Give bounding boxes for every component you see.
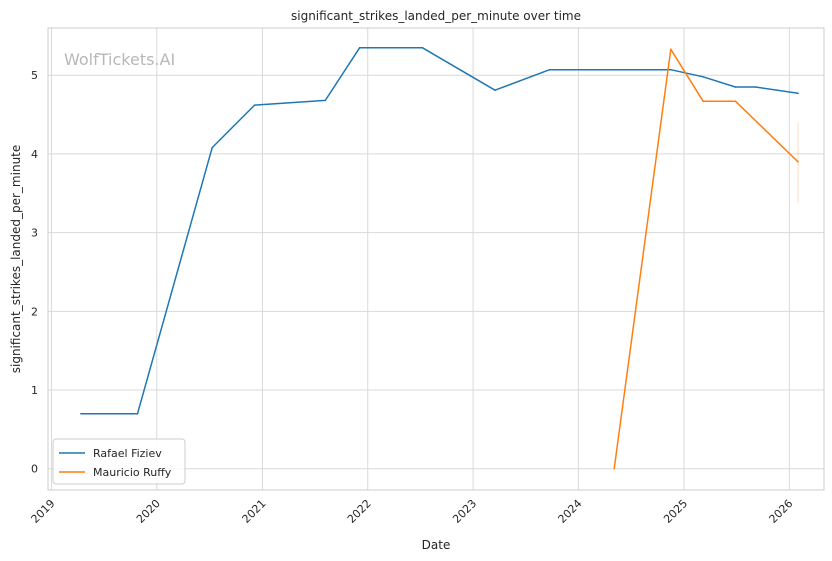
data-point (136, 412, 139, 415)
data-point (324, 99, 327, 102)
x-tick-label: 2025 (661, 497, 690, 526)
y-tick-label: 3 (31, 227, 38, 240)
x-tick-label: 2023 (450, 497, 479, 526)
legend: Rafael Fiziev Mauricio Ruffy (52, 438, 186, 485)
x-tick-label: 2024 (556, 497, 585, 526)
series-rafael-fiziev (80, 46, 799, 415)
plot-background (48, 28, 824, 490)
data-point (797, 92, 799, 95)
data-point (358, 46, 361, 49)
x-tick-label: 2022 (345, 497, 374, 526)
data-point (702, 100, 704, 102)
series-layer (80, 46, 799, 470)
legend-box (52, 438, 186, 485)
data-point (797, 160, 799, 163)
y-tick-label: 5 (31, 69, 38, 82)
series-line-rafael-fiziev (80, 46, 799, 415)
data-point (669, 48, 672, 51)
x-tick-label: 2019 (29, 497, 58, 526)
data-point (548, 68, 551, 71)
data-point (421, 46, 424, 49)
data-point (734, 86, 737, 88)
y-tick-label: 1 (31, 384, 38, 397)
chart-title: significant_strikes_landed_per_minute ov… (291, 9, 581, 23)
y-tick-label: 2 (31, 305, 38, 318)
legend-label-rafael-fiziev: Rafael Fiziev (93, 447, 162, 460)
y-tick-label: 0 (31, 463, 38, 476)
data-point (211, 146, 214, 149)
y-axis-title: significant_strikes_landed_per_minute (9, 145, 23, 374)
data-point (754, 86, 757, 88)
data-point (702, 75, 704, 78)
data-point (253, 104, 256, 106)
x-tick-label: 2020 (134, 497, 163, 526)
y-tick-labels: 0 1 2 3 4 5 (31, 69, 38, 476)
watermark: WolfTickets.AI (64, 50, 175, 69)
x-tick-label: 2026 (767, 497, 796, 526)
data-point (669, 68, 672, 71)
x-tick-labels: 2019 2020 2021 2022 2023 2024 2025 2026 (29, 497, 796, 526)
data-point (494, 89, 496, 91)
y-tick-label: 4 (31, 148, 38, 161)
x-tick-label: 2021 (240, 497, 269, 526)
data-point (734, 100, 737, 102)
data-point (80, 412, 82, 415)
x-axis-title: Date (422, 538, 451, 552)
legend-label-mauricio-ruffy: Mauricio Ruffy (93, 466, 172, 479)
data-point (613, 467, 616, 470)
plot-frame (47, 27, 825, 491)
series-mauricio-ruffy (613, 48, 799, 470)
